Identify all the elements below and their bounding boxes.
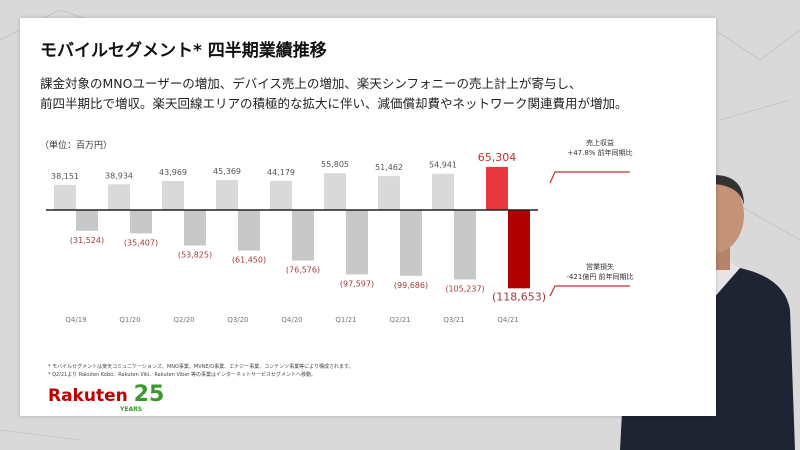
revenue-annotation-title: 売上収益 — [586, 139, 614, 147]
slide-title: モバイルセグメント* 四半期業績推移 — [40, 41, 327, 61]
revenue-label: 38,151 — [51, 172, 79, 181]
x-tick-label: Q3/20 — [227, 316, 248, 324]
footnote: * モバイルセグメントは楽天コミュニケーションズ、MNO事業、MVNE/O事業、… — [48, 364, 354, 370]
revenue-bar — [486, 166, 508, 210]
revenue-label: 44,179 — [267, 168, 295, 177]
loss-bar — [454, 210, 476, 280]
slide: モバイルセグメント* 四半期業績推移 課金対象のMNOユーザーの増加、デバイス売… — [20, 18, 716, 416]
loss-label: (99,686) — [394, 281, 428, 290]
revenue-callout-line — [549, 171, 630, 184]
loss-bar — [508, 210, 530, 289]
logo-number: 25 — [133, 382, 165, 407]
x-tick-label: Q1/20 — [119, 316, 140, 324]
loss-bar — [130, 210, 152, 234]
revenue-label: 54,941 — [429, 161, 457, 170]
revenue-label: 38,934 — [105, 171, 133, 180]
x-tick-label: Q2/21 — [389, 316, 410, 324]
loss-callout-line — [549, 285, 630, 297]
slide-subtitle: 課金対象のMNOユーザーの増加、デバイス売上の増加、楽天シンフォニーの売上計上が… — [40, 74, 710, 114]
unit-label: （単位：百万円） — [40, 141, 113, 151]
footnotes: * モバイルセグメントは楽天コミュニケーションズ、MNO事業、MVNE/O事業、… — [48, 363, 354, 379]
loss-bar — [400, 210, 422, 276]
loss-annotation-change: -421億円 前年同期比 — [566, 273, 634, 281]
subtitle-line: 前四半期比で増収。楽天回線エリアの積極的な拡大に伴い、減価償却費やネットワーク関… — [40, 96, 628, 111]
logo-brand: Rakuten — [48, 386, 128, 406]
footnote: * Q2/21より Rakuten Kobo、Rakuten Viki、Raku… — [48, 372, 317, 378]
x-tick-label: Q3/21 — [443, 316, 464, 324]
loss-bar — [292, 210, 314, 261]
x-tick-label: Q4/21 — [497, 316, 518, 324]
revenue-label: 51,462 — [375, 163, 403, 172]
revenue-label: 43,969 — [159, 168, 187, 177]
revenue-bar — [108, 184, 130, 210]
loss-annotation: 営業損失 -421億円 前年同期比 — [540, 262, 660, 282]
revenue-bar — [162, 180, 184, 210]
x-tick-label: Q4/20 — [281, 316, 302, 324]
loss-label: (76,576) — [286, 266, 320, 275]
revenue-label: 55,805 — [321, 160, 349, 169]
revenue-bar — [216, 180, 238, 210]
loss-bar — [184, 210, 206, 246]
loss-label: (97,597) — [340, 279, 374, 288]
loss-bar — [238, 210, 260, 251]
rakuten-logo: Rakuten 25 YEARS — [48, 382, 165, 413]
loss-label: (61,450) — [232, 256, 266, 265]
loss-annotation-title: 営業損失 — [586, 263, 614, 271]
x-tick-label: Q2/20 — [173, 316, 194, 324]
logo-years: YEARS — [120, 406, 143, 413]
loss-label: (31,524) — [70, 236, 104, 245]
revenue-bar — [432, 173, 454, 210]
revenue-annotation-change: +47.8% 前年同期比 — [567, 149, 633, 157]
loss-label: (35,407) — [124, 238, 158, 247]
x-tick-label: Q1/21 — [335, 316, 356, 324]
revenue-label: 45,369 — [213, 167, 241, 176]
x-tick-label: Q4/19 — [65, 316, 86, 324]
revenue-bar — [270, 180, 292, 210]
loss-bar — [346, 210, 368, 275]
loss-label: (105,237) — [445, 284, 484, 293]
revenue-label: 65,304 — [478, 151, 517, 164]
loss-label: (118,653) — [492, 290, 546, 303]
loss-bar — [76, 210, 98, 231]
bar-chart: 38,151 (31,524) Q4/19 38,934 (35,407) Q1/20 43… — [46, 151, 630, 324]
revenue-bar — [378, 176, 400, 210]
revenue-bar — [324, 173, 346, 210]
subtitle-line: 課金対象のMNOユーザーの増加、デバイス売上の増加、楽天シンフォニーの売上計上が… — [40, 76, 582, 91]
loss-label: (53,825) — [178, 251, 212, 260]
revenue-bar — [54, 184, 76, 210]
revenue-annotation: 売上収益 +47.8% 前年同期比 — [540, 138, 660, 158]
